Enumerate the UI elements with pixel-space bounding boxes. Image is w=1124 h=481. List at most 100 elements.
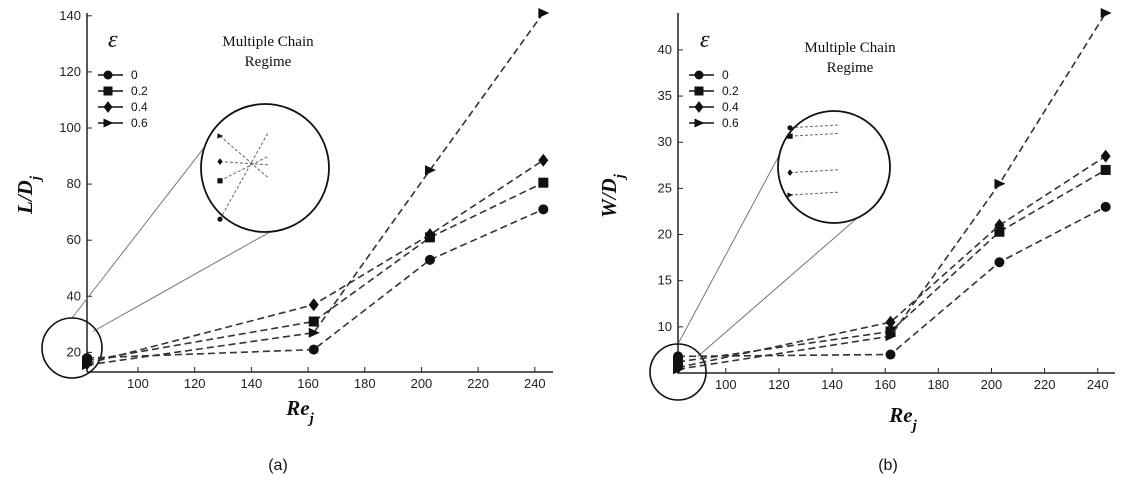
b-x-tick-label: 180 xyxy=(927,377,949,392)
b-data-point xyxy=(885,326,896,337)
a-x-tick-label: 100 xyxy=(127,376,149,391)
a-zoom-connector-line xyxy=(71,138,211,319)
a-data-point xyxy=(538,177,549,188)
a-legend-title: ε xyxy=(108,27,118,53)
a-data-point xyxy=(538,153,549,167)
b-y-tick-label: 25 xyxy=(658,180,672,195)
b-data-point xyxy=(673,364,684,375)
b-inset-series-line xyxy=(789,124,839,129)
b-legend-label: 0.4 xyxy=(722,100,739,114)
a-inset-point xyxy=(217,178,223,184)
a-legend-marker xyxy=(103,70,113,80)
b-inset-point xyxy=(787,133,793,139)
a-data-point xyxy=(424,165,436,176)
b-y-axis-label: W/Dj xyxy=(597,173,628,218)
a-x-tick-label: 140 xyxy=(241,376,263,391)
a-data-point xyxy=(424,228,435,242)
a-y-axis-label-subscript: j xyxy=(28,175,44,182)
b-y-axis-label-subscript: j xyxy=(612,173,628,180)
a-inset-series-line xyxy=(219,135,269,178)
a-series-line-0.4 xyxy=(86,159,544,365)
a-inset-series-line xyxy=(219,161,269,166)
b-series-line-0.2 xyxy=(677,169,1107,363)
a-inset-point xyxy=(217,133,224,139)
b-inset-point xyxy=(787,125,793,131)
b-x-axis-label: Rej xyxy=(888,403,917,434)
a-y-tick-label: 140 xyxy=(59,8,81,23)
a-y-tick-label: 40 xyxy=(67,288,81,303)
panel-b-chart: 100 120 140 160 180 200 220 240 10 15 20 25 30 35 40 W/… xyxy=(597,8,1115,474)
a-data-point xyxy=(538,8,550,18)
b-x-tick-label: 120 xyxy=(768,377,790,392)
a-series-line-0.6 xyxy=(86,12,544,366)
b-legend-marker xyxy=(694,86,704,96)
a-x-tick-label: 120 xyxy=(184,376,206,391)
b-data-point xyxy=(1100,8,1112,18)
b-x-axis-label-subscript: j xyxy=(911,418,918,434)
b-y-tick-label: 15 xyxy=(658,273,672,288)
a-x-tick-label: 200 xyxy=(411,376,433,391)
b-x-tick-label: 140 xyxy=(821,377,843,392)
b-data-point xyxy=(994,218,1005,232)
a-x-tick-label: 220 xyxy=(467,376,489,391)
b-legend-marker xyxy=(694,118,705,128)
b-inset-series-line xyxy=(789,132,839,137)
a-legend-label: 0.2 xyxy=(131,84,148,98)
b-legend-label: 0.6 xyxy=(722,116,739,130)
b-legend-marker xyxy=(694,101,704,113)
a-x-tick-label: 180 xyxy=(354,376,376,391)
b-inset-title-line: Regime xyxy=(827,60,874,76)
a-legend-label: 0 xyxy=(131,68,138,82)
b-data-point xyxy=(994,257,1005,268)
b-data-point xyxy=(994,178,1006,189)
b-data-point xyxy=(885,315,896,329)
b-legend-label: 0 xyxy=(722,68,729,82)
a-y-tick-label: 80 xyxy=(67,176,81,191)
a-data-point xyxy=(308,344,319,355)
a-inset-title-line: Multiple Chain xyxy=(222,34,314,50)
b-y-tick-label: 35 xyxy=(658,88,672,103)
b-data-point xyxy=(885,331,897,342)
a-data-point xyxy=(308,327,320,338)
b-panel-label: (b) xyxy=(878,457,898,474)
b-inset-series-line xyxy=(789,191,839,196)
b-zoom-connector-line xyxy=(697,201,877,357)
b-x-tick-label: 220 xyxy=(1034,377,1056,392)
b-x-tick-label: 240 xyxy=(1087,377,1109,392)
b-legend-label: 0.2 xyxy=(722,84,739,98)
b-inset-series-line xyxy=(789,169,839,174)
b-series-line-0.6 xyxy=(677,12,1107,371)
b-legend-marker xyxy=(694,70,704,80)
b-legend-title: ε xyxy=(700,27,710,53)
a-inset-series-line xyxy=(219,132,269,220)
a-y-tick-label: 100 xyxy=(59,120,81,135)
b-x-tick-label: 100 xyxy=(715,377,737,392)
a-inset-circle xyxy=(200,103,330,233)
b-inset-title-line: Multiple Chain xyxy=(804,40,896,56)
b-y-tick-label: 30 xyxy=(658,134,672,149)
b-inset-point xyxy=(787,192,794,198)
a-legend-marker xyxy=(103,86,113,96)
b-y-tick-label: 40 xyxy=(658,42,672,57)
b-data-point xyxy=(1100,164,1111,175)
a-data-point xyxy=(424,254,435,265)
a-data-point xyxy=(82,359,93,370)
b-data-point xyxy=(885,349,896,360)
a-x-axis-label: Rej xyxy=(285,396,314,427)
b-inset-point xyxy=(787,169,793,176)
a-y-tick-label: 60 xyxy=(67,232,81,247)
a-data-point xyxy=(308,298,319,312)
a-x-tick-label: 160 xyxy=(297,376,319,391)
a-x-tick-label: 240 xyxy=(524,376,546,391)
a-y-axis-label: L/Dj xyxy=(13,175,44,215)
a-panel-label: (a) xyxy=(268,457,288,474)
b-zoom-circle xyxy=(649,343,707,401)
b-data-point xyxy=(1100,201,1111,212)
a-series-line-0 xyxy=(86,208,544,359)
a-x-axis-label-subscript: j xyxy=(308,411,315,427)
a-inset-title-line: Regime xyxy=(245,54,292,70)
panel-a-chart: 100 120 140 160 180 200 220 240 20 40 60 80 100 120 14… xyxy=(13,8,553,474)
a-inset-point xyxy=(217,216,223,222)
a-legend-label: 0.6 xyxy=(131,116,148,130)
